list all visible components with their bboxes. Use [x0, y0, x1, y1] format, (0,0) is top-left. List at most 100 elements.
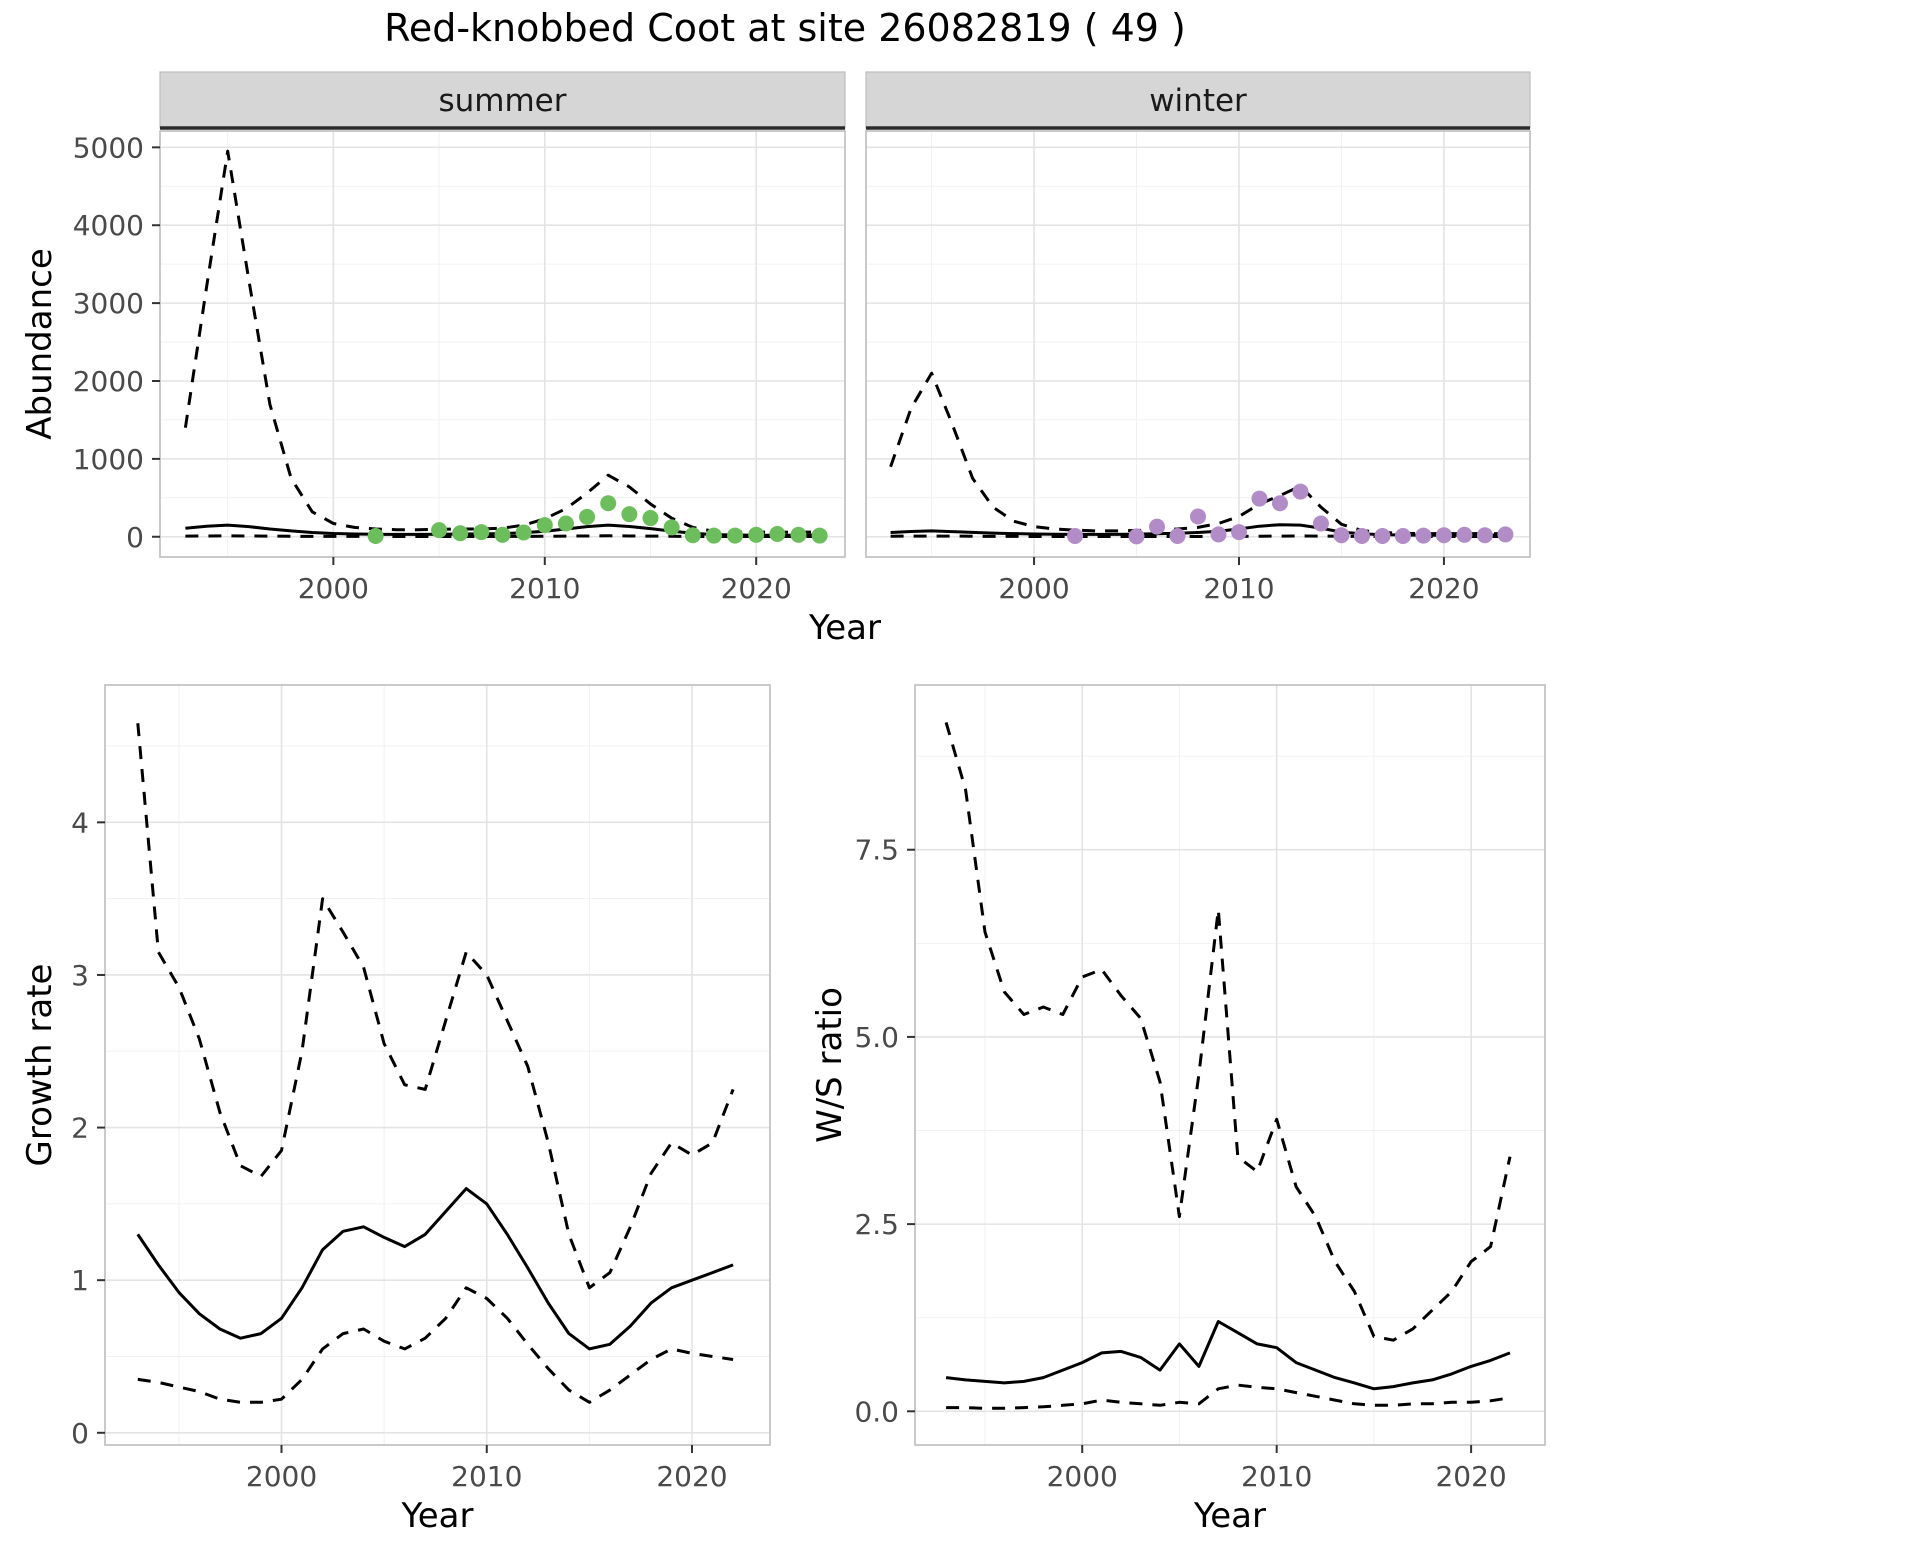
data-point — [579, 508, 596, 525]
data-point — [1476, 527, 1493, 544]
y-tick-label: 1 — [71, 1264, 89, 1297]
data-point — [557, 515, 574, 532]
data-point — [769, 526, 786, 543]
ws-ratio-x-axis-label: Year — [1194, 1496, 1266, 1536]
data-point — [1333, 527, 1350, 544]
y-tick-label: 1000 — [73, 443, 144, 476]
y-tick-label: 0 — [71, 1417, 89, 1450]
facet-strip: summer — [159, 71, 846, 130]
data-point — [1149, 518, 1166, 535]
data-point — [748, 526, 765, 543]
data-point — [1230, 524, 1247, 541]
y-tick-label: 0.0 — [854, 1395, 899, 1428]
panel-background — [915, 685, 1545, 1445]
data-point — [642, 510, 659, 527]
y-tick-label: 3 — [71, 959, 89, 992]
x-tick-label: 2010 — [509, 572, 580, 605]
data-point — [1067, 527, 1084, 544]
axes: 2000 2010 2020 0.0 2.5 5.0 7.5 — [854, 834, 1506, 1493]
data-point — [1210, 526, 1227, 543]
data-point — [600, 495, 617, 512]
data-point — [790, 526, 807, 543]
data-point — [431, 522, 448, 539]
panel-background — [105, 685, 770, 1445]
gridlines — [915, 685, 1545, 1445]
x-tick-label: 2000 — [298, 572, 369, 605]
panel-background — [160, 131, 845, 557]
x-tick-label: 2010 — [1203, 572, 1274, 605]
x-tick-label: 2010 — [1241, 1460, 1312, 1493]
y-tick-label: 3000 — [73, 287, 144, 320]
panel-border — [104, 684, 771, 1446]
data-point — [452, 525, 469, 542]
data-point — [1435, 527, 1452, 544]
data-point — [1374, 527, 1391, 544]
x-tick-label: 2000 — [998, 572, 1069, 605]
axes: 2000 2010 2020 — [998, 557, 1480, 605]
data-point — [367, 527, 384, 544]
panel-border — [865, 130, 1531, 558]
data-point — [473, 524, 490, 541]
data-point — [705, 527, 722, 544]
series-upper-ci — [944, 721, 1512, 1342]
growth-rate-chart: 2000 2010 2020 0 1 2 3 4 — [71, 684, 771, 1493]
x-tick-label: 2020 — [1408, 572, 1479, 605]
panel-ws-ratio: 2000 2010 2020 0.0 2.5 5.0 7.5 — [854, 684, 1546, 1493]
facet-strip-label: summer — [438, 83, 566, 119]
series-mean — [945, 1320, 1511, 1391]
data-point — [1190, 508, 1206, 525]
data-point — [727, 527, 744, 544]
y-tick-label: 0 — [126, 521, 144, 554]
panel-growth-rate: 2000 2010 2020 0 1 2 3 4 — [71, 684, 771, 1493]
gridlines — [160, 131, 845, 557]
data-point — [1271, 495, 1288, 512]
panel-summer: 2000 2010 2020 0 1000 2000 3000 4000 5000 summer — [73, 71, 846, 605]
data-point — [1353, 527, 1370, 544]
data-point — [1292, 483, 1309, 500]
x-tick-label: 2020 — [721, 572, 792, 605]
series-lower-ci — [946, 1383, 1511, 1410]
x-tick-label: 2000 — [1047, 1460, 1118, 1493]
series-lower-ci — [137, 1286, 734, 1404]
facet-strip-background — [865, 71, 1531, 129]
ws-ratio-chart: 2000 2010 2020 0.0 2.5 5.0 7.5 — [854, 684, 1546, 1493]
axes: 2000 2010 2020 0 1 2 3 4 — [71, 806, 727, 1493]
x-tick-label: 2020 — [656, 1460, 727, 1493]
x-tick-label: 2020 — [1435, 1460, 1506, 1493]
observed-counts — [367, 495, 828, 544]
growth-rate-x-axis-label: Year — [401, 1496, 474, 1536]
panel-border — [159, 130, 846, 558]
data-point — [536, 517, 553, 534]
data-point — [811, 527, 828, 544]
panel-background — [866, 131, 1530, 557]
y-tick-label: 4000 — [73, 209, 144, 242]
data-point — [621, 506, 638, 523]
x-tick-label: 2000 — [246, 1460, 317, 1493]
y-tick-label: 5000 — [73, 131, 144, 164]
data-point — [1312, 515, 1329, 532]
data-point — [1128, 528, 1145, 545]
y-tick-label: 2000 — [73, 365, 144, 398]
y-tick-label: 5.0 — [854, 1021, 899, 1054]
data-point — [1251, 490, 1268, 507]
data-point — [1497, 526, 1514, 543]
chart-title: Red-knobbed Coot at site 26082819 ( 49 ) — [384, 6, 1186, 50]
abundance-x-axis-label: Year — [809, 608, 881, 648]
facet-strip-label: winter — [1149, 83, 1247, 119]
series-mean — [136, 1187, 734, 1351]
observed-counts — [1067, 483, 1514, 545]
data-point — [494, 526, 511, 543]
facet-strip: winter — [865, 71, 1531, 130]
y-tick-label: 7.5 — [854, 834, 899, 867]
panel-winter: 2000 2010 2020 winter — [865, 71, 1531, 605]
y-tick-label: 2.5 — [854, 1208, 899, 1241]
y-tick-label: 4 — [71, 806, 89, 839]
data-point — [684, 527, 701, 544]
panel-border — [914, 684, 1546, 1446]
data-point — [515, 524, 532, 541]
data-point — [1169, 527, 1186, 544]
x-tick-label: 2010 — [451, 1460, 522, 1493]
data-point — [1394, 527, 1411, 544]
series-upper-ci — [136, 723, 735, 1290]
